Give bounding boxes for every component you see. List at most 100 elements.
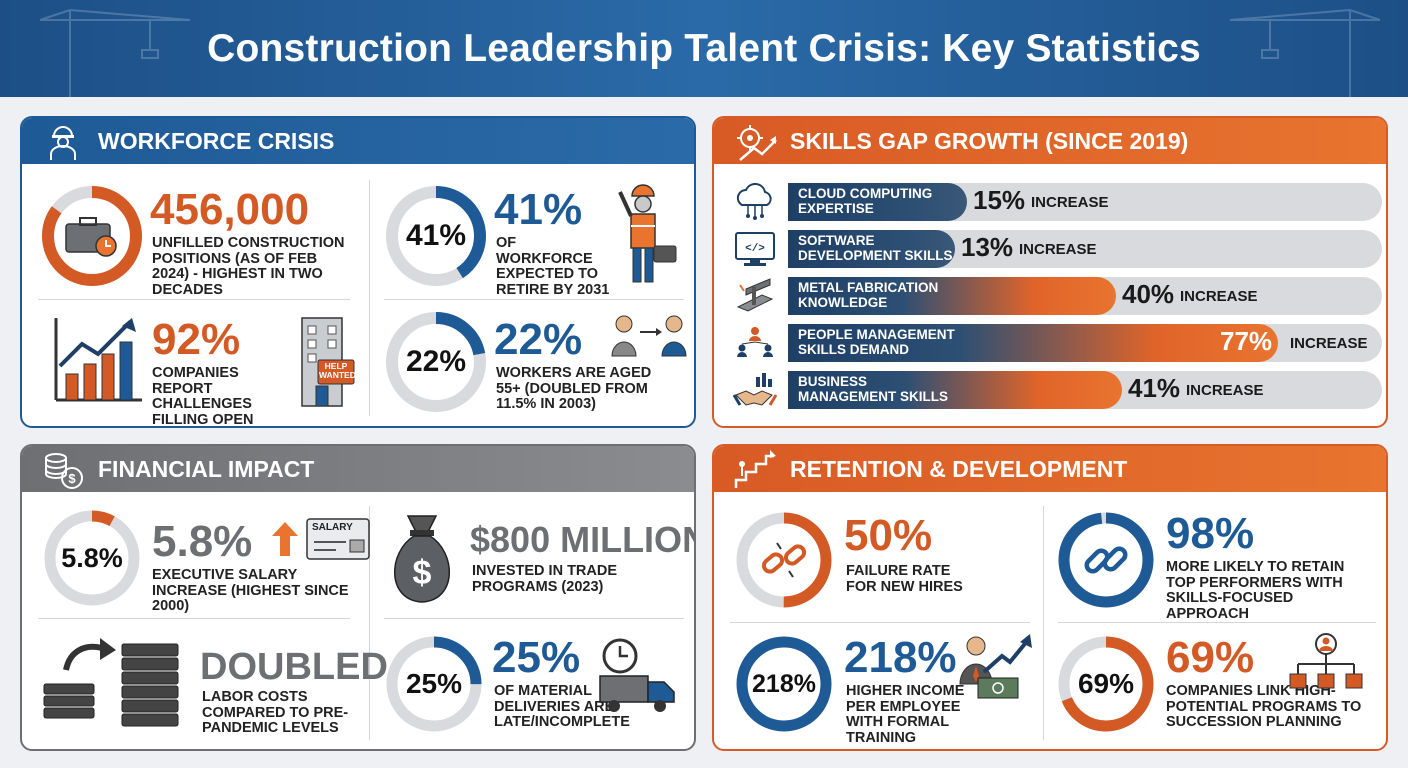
skill-bar-track: BUSINESS MANAGEMENT SKILLS 41% INCREASE <box>788 371 1382 409</box>
skill-bar-track: SOFTWARE DEVELOPMENT SKILLS 13% INCREASE <box>788 230 1382 268</box>
retiring-worker-icon <box>618 184 677 283</box>
stat-description: WORKERS ARE AGED 55+ (DOUBLED FROM 11.5%… <box>496 365 652 413</box>
money-bag-icon: $ <box>393 515 451 603</box>
divider <box>369 506 370 740</box>
stat-value: 41% <box>494 185 583 234</box>
stat-description: MORE LIKELY TO RETAIN TOP PERFORMERS WIT… <box>1166 559 1345 622</box>
page-title: Construction Leadership Talent Crisis: K… <box>207 26 1201 70</box>
skill-bar-fill <box>788 230 955 268</box>
businessman-growth-icon <box>959 634 1032 699</box>
growth-chart-icon <box>54 318 142 402</box>
skill-percent: 77% <box>1220 326 1273 356</box>
skill-label: SOFTWARE DEVELOPMENT SKILLS <box>798 233 953 264</box>
skill-increase-label: INCREASE <box>1031 194 1109 211</box>
skill-bar-fill <box>788 324 1278 362</box>
retention-panel: RETENTION & DEVELOPMENT 50% FAILURE RATE… <box>712 444 1388 751</box>
unfilled-positions-stat: 456,000 UNFILLED CONSTRUCTION POSITIONS … <box>40 182 360 298</box>
skill-label: CLOUD COMPUTING EXPERTISE <box>798 186 932 217</box>
crane-left-icon <box>39 9 191 97</box>
stat-value: DOUBLED <box>200 646 388 688</box>
divider <box>384 299 684 300</box>
cash-stack-icon <box>43 638 179 727</box>
skill-label-line2: KNOWLEDGE <box>798 294 888 310</box>
ring-label: 5.8% <box>61 542 123 573</box>
svg-text:</>: </> <box>745 243 765 255</box>
stat-description: FAILURE RATE FOR NEW HIRES <box>846 563 963 595</box>
skill-increase-label: INCREASE <box>1180 288 1258 305</box>
crane-right-icon <box>1229 9 1381 97</box>
skill-label-line2: SKILLS DEMAND <box>798 341 909 357</box>
unfilled-ring <box>42 186 142 286</box>
skill-percent: 41% <box>1128 373 1181 403</box>
divider <box>1043 506 1044 740</box>
divider <box>384 618 684 619</box>
divider <box>1058 622 1376 623</box>
stat-description: EXECUTIVE SALARY INCREASE (HIGHEST SINCE… <box>152 567 349 615</box>
skill-row: </> SOFTWARE DEVELOPMENT SKILLS 13% INCREASE <box>732 230 1384 268</box>
succession-ring <box>1058 636 1154 732</box>
help-wanted-sign: HELP WANTED <box>319 361 356 380</box>
divider <box>369 180 370 416</box>
stat-description: OF MATERIAL DELIVERIES ARE LATE/INCOMPLE… <box>494 683 630 731</box>
financial-impact-panel: $ FINANCIAL IMPACT 5.8% 5.8% SALARY EXEC… <box>20 444 696 751</box>
panel-title: SKILLS GAP GROWTH (SINCE 2019) <box>790 127 1189 154</box>
people-network-icon <box>732 324 778 362</box>
skill-percent: 13% <box>961 232 1014 262</box>
up-arrow-icon <box>272 522 298 556</box>
retire-stat: 41% 41% OF WORKFORCE EXPECTED TO RETIRE … <box>384 182 684 298</box>
skill-label-line1: METAL FABRICATION <box>798 280 939 295</box>
stat-value: 5.8% <box>152 517 253 566</box>
skill-bar-fill <box>788 183 967 221</box>
stat-value: 218% <box>844 633 957 682</box>
skill-row: METAL FABRICATION KNOWLEDGE 40% INCREASE <box>732 277 1384 315</box>
panel-title: RETENTION & DEVELOPMENT <box>790 455 1128 482</box>
org-chart-icon <box>1289 633 1363 689</box>
divider <box>38 618 350 619</box>
ring-label: 22% <box>405 345 467 378</box>
svg-text:$: $ <box>413 554 432 592</box>
ring-label: 41% <box>405 219 467 252</box>
new-hire-failure-stat: 50% FAILURE RATE FOR NEW HIRES <box>734 508 1034 614</box>
skill-label-line2: DEVELOPMENT SKILLS <box>798 247 953 263</box>
stat-description: HIGHER INCOME PER EMPLOYEE WITH FORMAL T… <box>846 683 965 746</box>
skill-label: PEOPLE MANAGEMENT SKILLS DEMAND <box>798 327 955 358</box>
steel-beam-icon <box>732 277 778 315</box>
skill-label-line1: PEOPLE MANAGEMENT <box>798 327 955 342</box>
stat-value: 98% <box>1166 509 1255 558</box>
stat-value: 22% <box>494 315 583 364</box>
ring-label: 25% <box>405 668 463 699</box>
workforce-crisis-panel: WORKFORCE CRISIS 456,000 UNFILLED CONSTR… <box>20 116 696 428</box>
stat-description: COMPANIES REPORT CHALLENGES FILLING OPEN… <box>152 365 254 428</box>
code-monitor-icon: </> <box>732 230 778 268</box>
retain-ring <box>1058 512 1154 608</box>
failure-ring <box>736 512 832 608</box>
handshake-icon <box>732 371 778 409</box>
salary-ring <box>44 510 140 606</box>
workforce-crisis-title: WORKFORCE CRISIS <box>22 118 694 164</box>
stat-value: 456,000 <box>150 185 310 234</box>
skill-label-line1: BUSINESS <box>798 374 868 389</box>
header: Construction Leadership Talent Crisis: K… <box>0 0 1408 97</box>
skill-label-line2: EXPERTISE <box>798 200 874 216</box>
panel-title: FINANCIAL IMPACT <box>98 455 315 482</box>
deliveries-ring <box>386 636 482 732</box>
salary-badge: SALARY <box>312 522 353 533</box>
retention-title: RETENTION & DEVELOPMENT <box>714 446 1386 492</box>
divider <box>38 299 350 300</box>
retire-ring <box>386 186 486 286</box>
ring-label: 218% <box>752 669 816 698</box>
salary-check-icon <box>306 518 370 560</box>
stat-description: INVESTED IN TRADE PROGRAMS (2023) <box>472 563 618 595</box>
skills-gap-title: SKILLS GAP GROWTH (SINCE 2019) <box>714 118 1386 164</box>
divider <box>730 622 1030 623</box>
panel-title: WORKFORCE CRISIS <box>98 127 335 154</box>
skill-percent: 15% <box>973 185 1026 215</box>
climbing-stairs-icon <box>734 450 776 488</box>
income-per-employee-stat: 218% 218% HIGHER INCOME PER EMPLOYEE WIT… <box>734 632 1034 746</box>
cloud-icon <box>732 182 778 221</box>
skill-increase-label: INCREASE <box>1019 241 1097 258</box>
svg-text:$: $ <box>68 471 76 486</box>
stat-description: UNFILLED CONSTRUCTION POSITIONS (AS OF F… <box>152 235 345 298</box>
labor-costs-stat: DOUBLED LABOR COSTS COMPARED TO PRE-PAND… <box>40 626 388 736</box>
stat-value: $800 MILLION <box>470 519 696 560</box>
